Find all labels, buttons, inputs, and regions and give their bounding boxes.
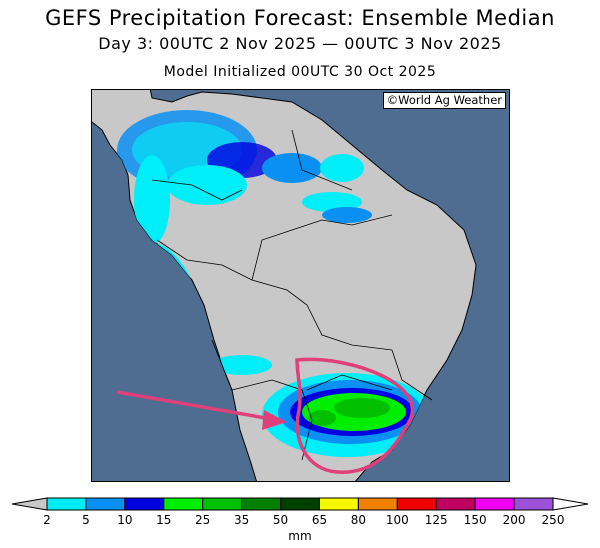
colorbar-swatch	[124, 497, 165, 511]
highlight-outline	[295, 357, 415, 474]
colorbar-tick-label: 25	[195, 513, 210, 527]
colorbar-high-triangle	[552, 497, 589, 511]
colorbar-tick-label: 65	[312, 513, 327, 527]
colorbar-tick-label: 2	[43, 513, 51, 527]
colorbar-tick-label: 100	[386, 513, 409, 527]
colorbar-tick-label: 15	[156, 513, 171, 527]
colorbar-tick-label: 80	[351, 513, 366, 527]
map-canvas	[92, 90, 477, 481]
precipitation-map: ©World Ag Weather	[91, 89, 510, 482]
colorbar-swatch	[435, 497, 476, 511]
colorbar-tick-label: 250	[542, 513, 565, 527]
colorbar-swatch	[163, 497, 204, 511]
colorbar-swatch	[318, 497, 359, 511]
colorbar-swatch	[202, 497, 243, 511]
colorbar-swatch	[357, 497, 398, 511]
map-subtitle: Day 3: 00UTC 2 Nov 2025 — 00UTC 3 Nov 20…	[98, 34, 502, 53]
colorbar-tick-label: 5	[82, 513, 90, 527]
annotation-arrow	[116, 390, 278, 422]
colorbar-tick-label: 35	[234, 513, 249, 527]
credit-label: ©World Ag Weather	[382, 92, 506, 109]
colorbar-unit: mm	[288, 529, 311, 543]
colorbar-tick-label: 150	[464, 513, 487, 527]
map-title: GEFS Precipitation Forecast: Ensemble Me…	[45, 6, 555, 30]
model-init-label: Model Initialized 00UTC 30 Oct 2025	[163, 64, 437, 80]
colorbar-swatch	[46, 497, 87, 511]
colorbar-swatch	[85, 497, 126, 511]
colorbar-swatch	[280, 497, 320, 511]
colorbar-swatch	[396, 497, 437, 511]
colorbar-low-triangle	[11, 497, 48, 511]
country-borders	[151, 129, 433, 461]
colorbar-tick-label: 10	[117, 513, 132, 527]
colorbar-swatch	[513, 497, 554, 511]
colorbar-swatch	[241, 497, 282, 511]
colorbar-swatch	[474, 497, 515, 511]
annotation-arrowhead	[262, 410, 287, 430]
colorbar-tick-label: 200	[503, 513, 526, 527]
colorbar-tick-label: 125	[425, 513, 448, 527]
colorbar-tick-label: 50	[273, 513, 288, 527]
precipitation-colorbar: 2 5 10 15 25 35 50 65 80 100 125 150 200 250 mm	[11, 497, 589, 543]
